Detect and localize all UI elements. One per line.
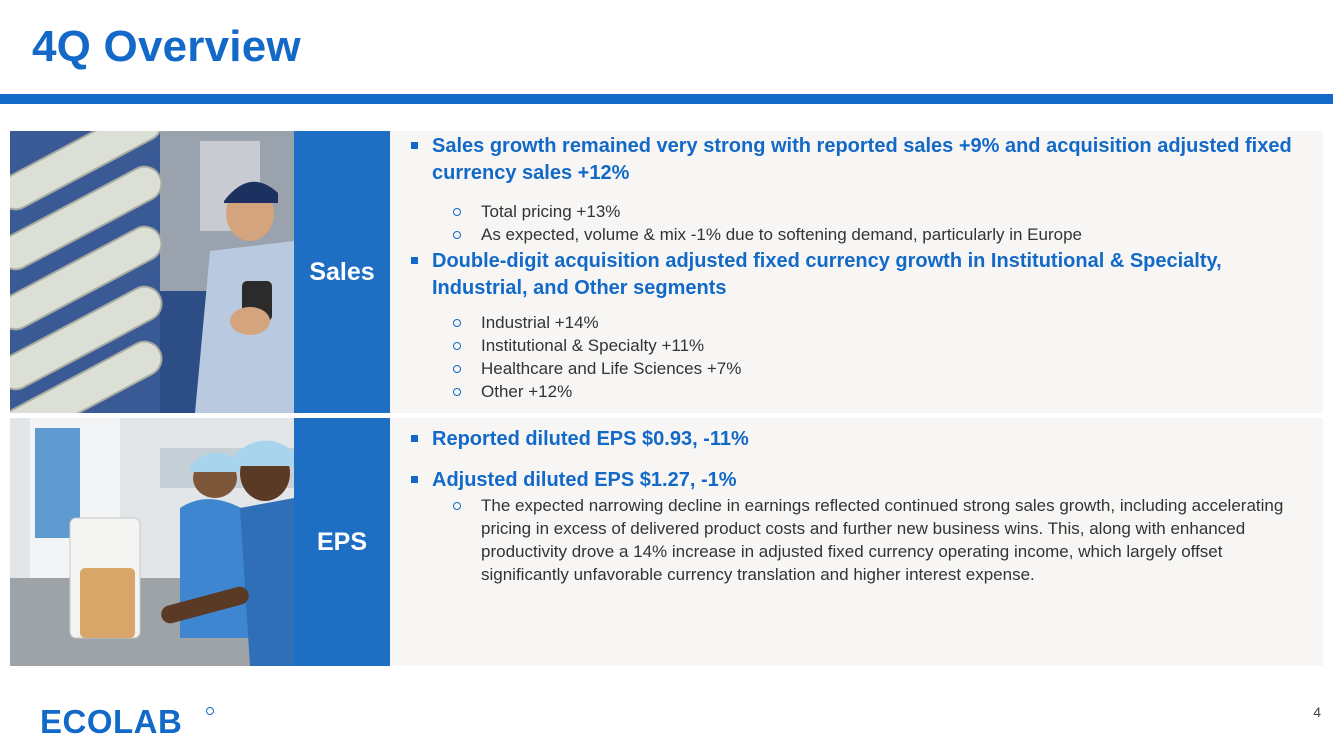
sales-panel: Sales growth remained very strong with r… — [390, 131, 1323, 413]
circle-bullet-icon — [453, 388, 461, 396]
sales-sub-item: Institutional & Specialty +11% — [400, 334, 1315, 357]
title-divider — [0, 94, 1333, 104]
circle-bullet-icon — [453, 342, 461, 350]
square-bullet-icon — [411, 142, 418, 149]
eps-tab-label: EPS — [294, 418, 390, 666]
square-bullet-icon — [411, 435, 418, 442]
sales-sub-item: Total pricing +13% — [400, 200, 1315, 223]
sales-sub-item: Other +12% — [400, 380, 1315, 403]
eps-bullet-1: Reported diluted EPS $0.93, -11% — [400, 426, 1315, 453]
circle-bullet-icon — [453, 365, 461, 373]
page-title: 4Q Overview — [32, 22, 301, 71]
ecolab-logo: ECOLAB — [40, 703, 215, 740]
sales-bullet-2: Double-digit acquisition adjusted fixed … — [400, 248, 1315, 302]
eps-sub-item: The expected narrowing decline in earnin… — [400, 494, 1315, 586]
sales-sub-item: Healthcare and Life Sciences +7% — [400, 357, 1315, 380]
sales-sub-item: As expected, volume & mix -1% due to sof… — [400, 223, 1315, 246]
sales-tab-label: Sales — [294, 131, 390, 413]
square-bullet-icon — [411, 257, 418, 264]
eps-panel: Reported diluted EPS $0.93, -11% Adjuste… — [390, 418, 1323, 666]
sales-bullet-1: Sales growth remained very strong with r… — [400, 133, 1315, 187]
eps-bullet-2: Adjusted diluted EPS $1.27, -1% — [400, 467, 1315, 494]
sales-photo — [10, 131, 294, 413]
circle-bullet-icon — [453, 231, 461, 239]
square-bullet-icon — [411, 476, 418, 483]
svg-text:ECOLAB: ECOLAB — [40, 703, 182, 739]
sales-sub-item: Industrial +14% — [400, 311, 1315, 334]
page-number: 4 — [1313, 704, 1321, 720]
eps-section: EPS Reported diluted EPS $0.93, -11% Adj… — [10, 418, 1323, 666]
circle-bullet-icon — [453, 319, 461, 327]
circle-bullet-icon — [453, 208, 461, 216]
circle-bullet-icon — [453, 502, 461, 510]
eps-photo — [10, 418, 294, 666]
sales-section: Sales Sales growth remained very strong … — [10, 131, 1323, 413]
